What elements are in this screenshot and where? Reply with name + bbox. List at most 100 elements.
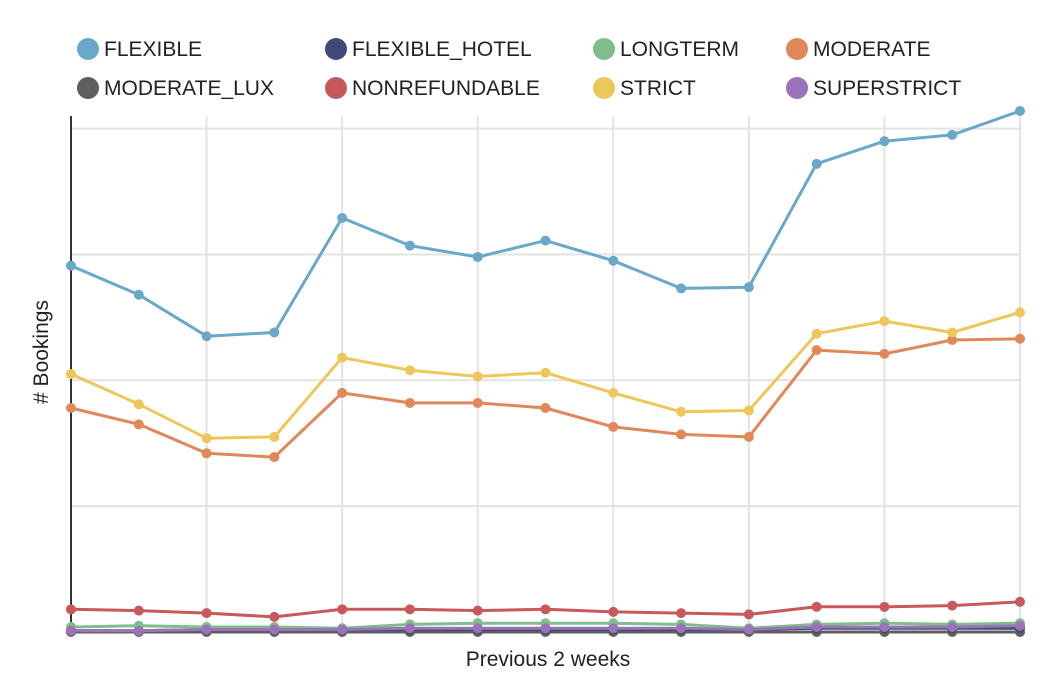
data-point[interactable] [472,251,483,262]
legend-swatch [593,38,615,60]
data-point[interactable] [743,282,754,293]
data-point[interactable] [1015,105,1025,116]
data-point[interactable] [66,369,76,379]
data-point[interactable] [66,625,76,636]
data-point[interactable] [337,387,348,398]
legend-item-longterm[interactable]: LONGTERM [593,38,739,61]
legend-swatch [786,38,808,60]
data-point[interactable] [540,623,551,634]
data-point[interactable] [540,402,551,413]
data-point[interactable] [133,419,144,430]
legend-item-moderate[interactable]: MODERATE [786,38,930,61]
data-point[interactable] [201,448,212,459]
data-point[interactable] [404,623,415,634]
data-point[interactable] [472,397,483,408]
legend-item-superstrict[interactable]: SUPERSTRICT [786,77,961,100]
data-point[interactable] [201,608,212,619]
data-point[interactable] [472,605,483,616]
data-point[interactable] [133,625,144,636]
data-point[interactable] [404,365,415,376]
legend-item-nonrefundable[interactable]: NONREFUNDABLE [325,77,540,100]
data-point[interactable] [608,387,619,398]
series-nonrefundable [66,596,1025,622]
series-layer [66,105,1025,637]
data-point[interactable] [879,348,890,359]
data-point[interactable] [269,431,280,442]
series-strict [66,307,1025,444]
legend-label: FLEXIBLE_HOTEL [352,38,532,61]
data-point[interactable] [743,609,754,620]
data-point[interactable] [608,421,619,432]
legend-item-strict[interactable]: STRICT [593,77,696,100]
data-point[interactable] [743,405,754,416]
data-point[interactable] [133,605,144,616]
y-axis-label: # Bookings [30,300,53,404]
data-point[interactable] [608,255,619,266]
data-point[interactable] [811,345,822,356]
data-point[interactable] [1015,307,1025,318]
data-point[interactable] [404,397,415,408]
legend-label: MODERATE_LUX [104,77,274,100]
data-point[interactable] [811,158,822,169]
data-point[interactable] [133,399,144,410]
data-point[interactable] [879,316,890,327]
data-point[interactable] [472,623,483,634]
data-point[interactable] [269,327,280,338]
legend-swatch [325,77,347,99]
data-point[interactable] [947,327,958,338]
data-point[interactable] [947,600,958,611]
data-point[interactable] [337,604,348,615]
data-point[interactable] [472,371,483,382]
data-point[interactable] [879,601,890,612]
legend-item-flexible-hotel[interactable]: FLEXIBLE_HOTEL [325,38,532,61]
data-point[interactable] [66,402,76,413]
data-point[interactable] [269,624,280,635]
legend-label: MODERATE [813,38,930,61]
data-point[interactable] [1015,333,1025,344]
data-point[interactable] [743,431,754,442]
series-moderate [66,333,1025,463]
data-point[interactable] [811,601,822,612]
data-point[interactable] [337,212,348,223]
data-point[interactable] [404,604,415,615]
data-point[interactable] [269,611,280,622]
legend-label: STRICT [620,77,696,100]
data-point[interactable] [811,621,822,632]
data-point[interactable] [540,604,551,615]
data-point[interactable] [337,624,348,635]
data-point[interactable] [947,621,958,632]
data-point[interactable] [540,235,551,246]
data-point[interactable] [676,608,687,619]
legend-swatch [325,38,347,60]
data-point[interactable] [947,129,958,140]
data-point[interactable] [201,433,212,444]
legend-label: NONREFUNDABLE [352,77,540,100]
data-point[interactable] [66,260,76,271]
data-point[interactable] [201,624,212,635]
data-point[interactable] [1015,620,1025,631]
legend-swatch [77,77,99,99]
data-point[interactable] [743,624,754,635]
legend-item-moderate-lux[interactable]: MODERATE_LUX [77,77,274,100]
data-point[interactable] [540,367,551,378]
data-point[interactable] [811,328,822,339]
legend-swatch [786,77,808,99]
data-point[interactable] [133,289,144,300]
data-point[interactable] [337,352,348,363]
data-point[interactable] [1015,596,1025,607]
data-point[interactable] [608,606,619,617]
data-point[interactable] [676,406,687,417]
data-point[interactable] [608,623,619,634]
legend-label: FLEXIBLE [104,38,202,61]
data-point[interactable] [676,429,687,440]
data-point[interactable] [404,240,415,251]
data-point[interactable] [879,136,890,147]
data-point[interactable] [947,335,958,346]
data-point[interactable] [269,452,280,463]
data-point[interactable] [676,283,687,294]
data-point[interactable] [879,621,890,632]
data-point[interactable] [201,331,212,342]
legend-item-flexible[interactable]: FLEXIBLE [77,38,202,61]
data-point[interactable] [66,604,76,615]
data-point[interactable] [676,623,687,634]
